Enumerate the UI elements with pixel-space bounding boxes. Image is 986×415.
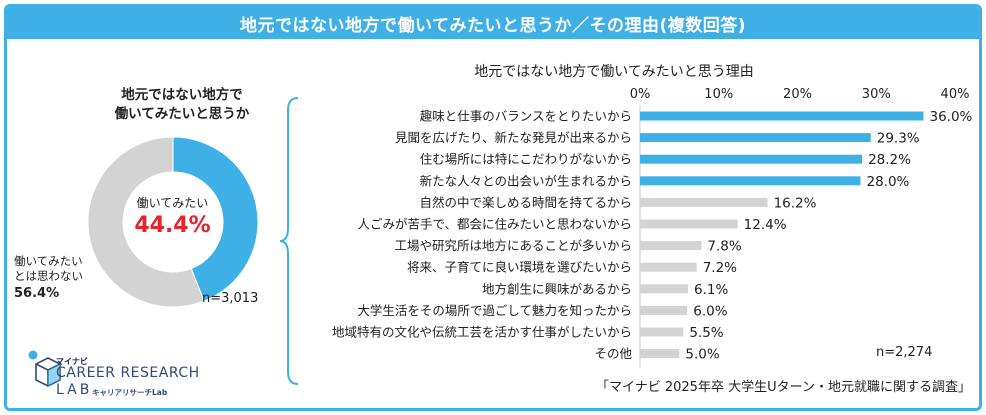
bar-value-label: 36.0% — [930, 109, 973, 125]
bracket-connector — [279, 97, 299, 385]
donut-title: 地元ではない地方で 働いてみたいと思うか — [96, 86, 268, 124]
category-label: 住む場所には特にこだわりがないから — [420, 152, 632, 167]
bar-value-label: 5.0% — [685, 347, 719, 363]
bar — [640, 284, 689, 294]
bar — [640, 219, 738, 229]
bar — [640, 176, 861, 186]
category-label: 見聞を広げたり、新たな発見が出来るから — [395, 130, 632, 145]
bar-value-label: 7.8% — [707, 239, 741, 255]
x-tick-label: 0% — [630, 87, 651, 102]
bar — [640, 327, 684, 337]
x-tick-label: 30% — [862, 87, 891, 102]
bar-value-label: 28.0% — [867, 174, 910, 190]
x-tick-label: 20% — [783, 87, 812, 102]
category-label: 新たな人々との出会いが生まれるから — [420, 173, 632, 188]
category-label: 人ごみが苦手で、都会に住みたいと思わないから — [357, 217, 632, 232]
category-label: 地方創生に興味があるから — [482, 281, 632, 296]
donut-yes-label: 働いてみたい — [136, 196, 209, 210]
header-title: 地元ではない地方で働いてみたいと思うか／その理由(複数回答) — [7, 7, 979, 39]
donut-slice-0 — [172, 136, 259, 302]
bar-value-label: 29.3% — [877, 131, 920, 147]
logo-name-kana: キャリアリサーチLab — [92, 388, 168, 397]
bar — [640, 305, 688, 315]
bar-value-label: 7.2% — [703, 260, 737, 276]
bar-chart-sample-size: n=2,274 — [876, 345, 932, 360]
bar-value-label: 16.2% — [774, 195, 817, 211]
category-label: 自然の中で楽しめる時間を持てるから — [419, 195, 632, 210]
category-label: 地域特有の文化や伝統工芸を活かす仕事がしたいから — [332, 325, 632, 340]
category-label: 大学生活をその場所で過ごして魅力を知ったから — [357, 303, 632, 318]
logo-brand: マイナビ — [56, 357, 88, 366]
logo-name-line-2: LAB — [56, 382, 93, 398]
category-label: 将来、子育てに良い環境を選びたいから — [407, 260, 632, 275]
donut-title-line-1: 地元ではない地方で — [121, 87, 243, 103]
donut-no-label-line-1: 働いてみたい — [14, 254, 83, 268]
logo-name-line-1: CAREER RESEARCH — [56, 365, 200, 381]
category-label: 趣味と仕事のバランスをとりたいから — [420, 109, 632, 124]
bar-value-label: 12.4% — [744, 217, 787, 233]
bar-value-label: 6.0% — [693, 303, 727, 319]
bar — [640, 197, 768, 207]
bar — [640, 241, 702, 251]
donut-no-label-line-2: とは思わない — [14, 269, 83, 283]
x-tick-label: 40% — [941, 87, 970, 102]
bar — [640, 349, 680, 359]
source-note: 「マイナビ 2025年卒 大学生Uターン・地元就職に関する調査」 — [596, 380, 971, 395]
donut-title-line-2: 働いてみたいと思うか — [114, 106, 250, 122]
bar — [640, 111, 924, 121]
bar — [640, 262, 697, 272]
category-label: 工場や研究所は地方にあることが多いから — [394, 238, 632, 253]
donut-chart — [87, 136, 259, 308]
donut-no-label: 働いてみたい とは思わない — [14, 254, 94, 284]
donut-sample-size: n=3,013 — [202, 291, 259, 306]
bar-chart-title: 地元ではない地方で働いてみたいと思う理由 — [474, 64, 754, 80]
infographic-frame: 地元ではない地方で働いてみたいと思うか／その理由(複数回答) — [4, 4, 982, 411]
bar-value-label: 5.5% — [689, 325, 723, 341]
x-tick-label: 10% — [704, 87, 733, 102]
donut-slice-1 — [87, 136, 205, 308]
category-label: その他 — [594, 346, 632, 361]
bar — [640, 154, 863, 164]
donut-no-value: 56.4% — [14, 286, 60, 301]
bar-value-label: 28.2% — [868, 152, 911, 168]
donut-yes-value: 44.4% — [134, 213, 211, 238]
bar — [640, 133, 871, 143]
career-research-lab-logo-icon — [28, 350, 61, 387]
bar-value-label: 6.1% — [694, 282, 728, 298]
